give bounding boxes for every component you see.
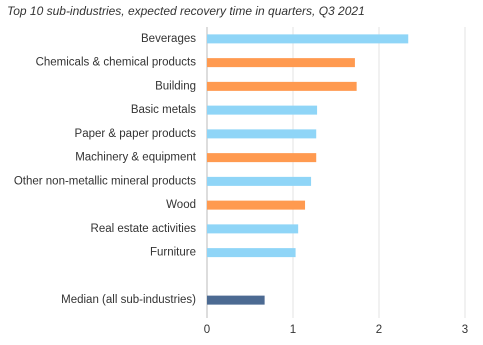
x-tick-label: 1 (290, 324, 296, 336)
y-tick-label: Paper & paper products (75, 128, 197, 140)
bar (207, 248, 296, 258)
y-tick-label: Building (155, 80, 196, 92)
bar (207, 81, 357, 91)
y-tick-label: Machinery & equipment (75, 152, 197, 164)
bar (207, 129, 317, 139)
y-tick-label: Beverages (141, 33, 196, 45)
bar (207, 34, 409, 44)
y-tick-label: Furniture (150, 247, 196, 259)
y-tick-label: Basic metals (131, 104, 196, 116)
y-tick-label: Real estate activities (91, 223, 197, 235)
bar (207, 105, 318, 115)
bar (207, 153, 317, 163)
y-tick-label: Other non-metallic mineral products (14, 175, 196, 187)
x-tick-label: 3 (462, 324, 468, 336)
x-tick-label: 0 (204, 324, 210, 336)
bar (207, 200, 306, 210)
bar (207, 224, 299, 234)
bar (207, 176, 312, 186)
y-tick-label: Median (all sub-industries) (61, 294, 196, 306)
y-tick-label: Wood (166, 199, 196, 211)
chart-title: Top 10 sub-industries, expected recovery… (7, 4, 365, 18)
bar (207, 58, 355, 68)
bar (207, 295, 265, 305)
x-tick-label: 2 (376, 324, 382, 336)
y-tick-label: Chemicals & chemical products (36, 57, 197, 69)
